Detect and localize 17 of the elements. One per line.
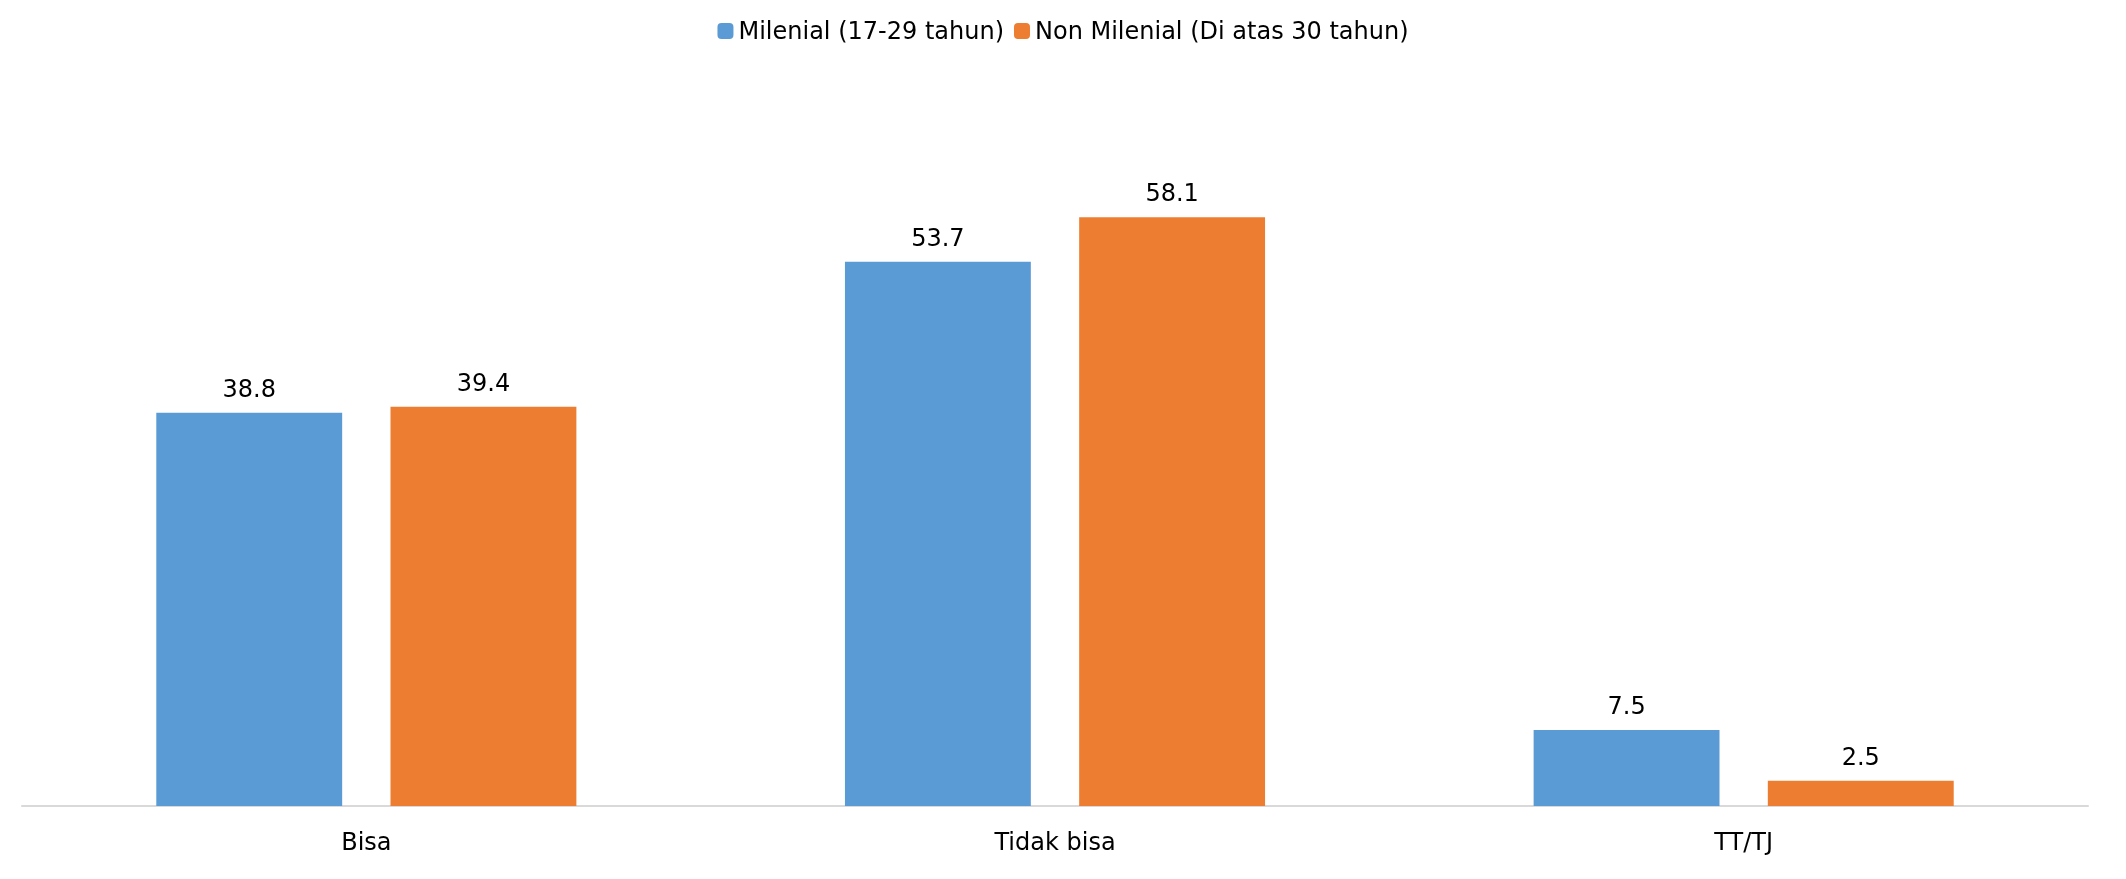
bar <box>1533 730 1720 806</box>
legend-label: Non Milenial (Di atas 30 tahun) <box>1034 17 1409 45</box>
data-label: 38.8 <box>222 374 276 403</box>
data-label: 2.5 <box>1841 742 1880 771</box>
x-tick-label: TT/TJ <box>1713 828 1774 856</box>
bar <box>390 406 577 806</box>
bar <box>156 412 343 806</box>
bar <box>1079 217 1266 806</box>
data-label: 39.4 <box>456 368 511 397</box>
data-label: 7.5 <box>1607 692 1646 720</box>
data-label: 58.1 <box>1145 179 1199 208</box>
legend-label: Milenial (17-29 tahun) <box>738 17 1005 45</box>
data-label: 53.7 <box>911 223 965 252</box>
x-tick-label: Bisa <box>341 828 392 856</box>
bar <box>844 261 1031 806</box>
bar <box>1767 780 1954 806</box>
x-tick-label: Tidak bisa <box>993 828 1116 856</box>
